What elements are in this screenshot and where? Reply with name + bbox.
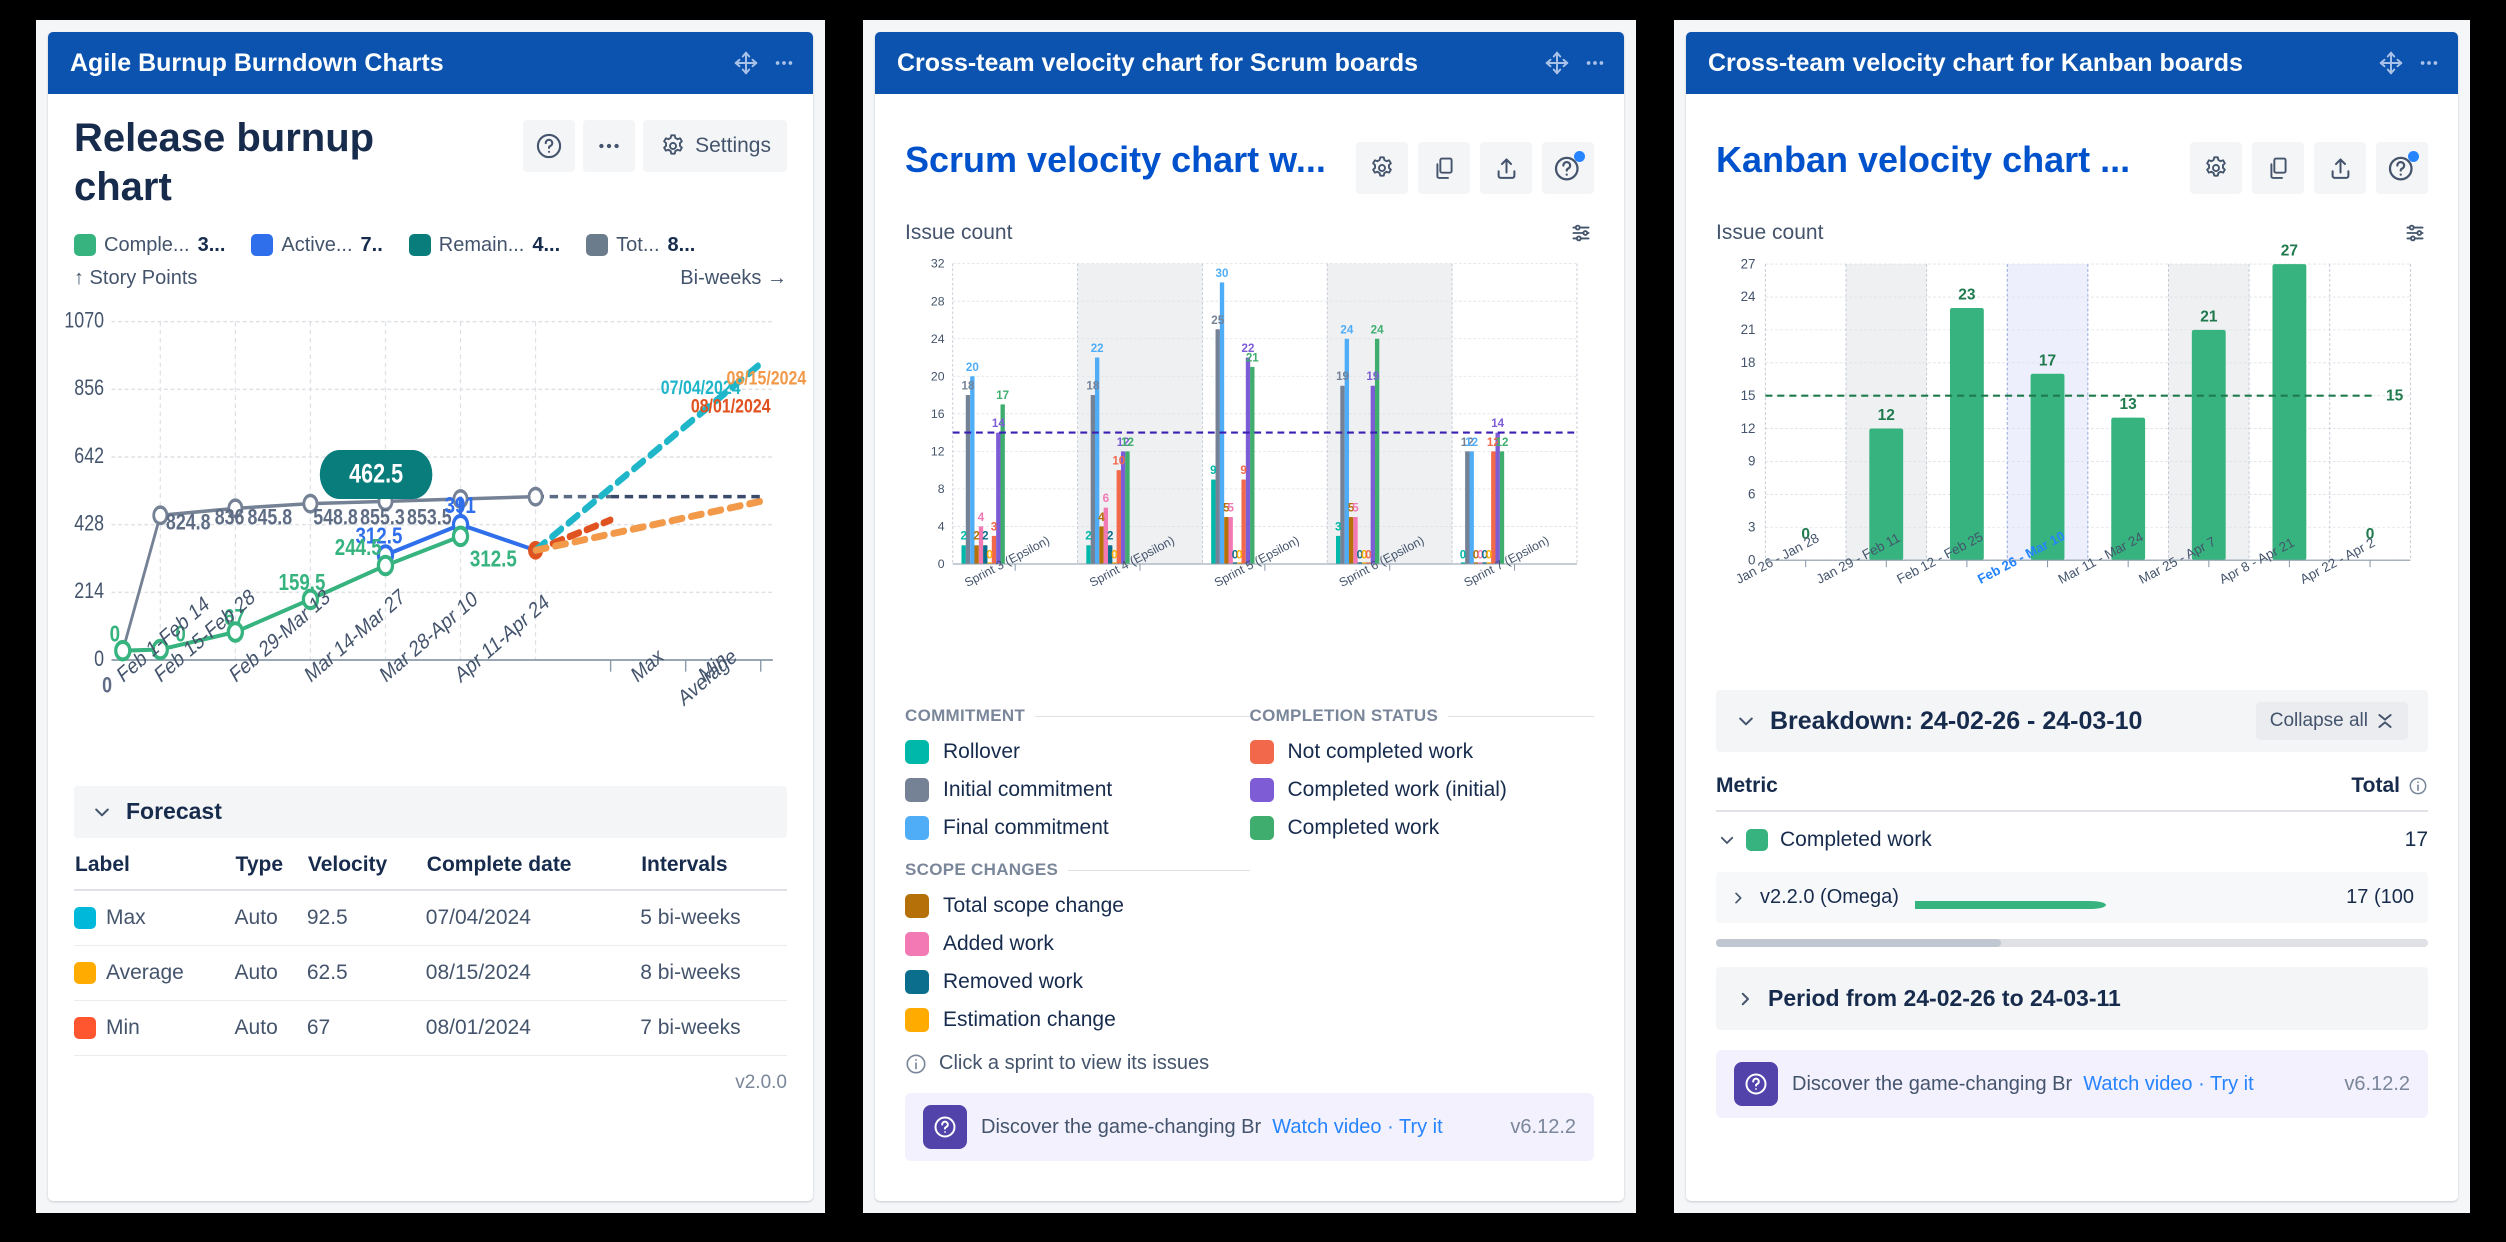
svg-text:6: 6 xyxy=(1748,487,1755,502)
svg-text:1070: 1070 xyxy=(64,308,104,332)
svg-text:21: 21 xyxy=(2200,308,2218,325)
svg-text:428: 428 xyxy=(74,511,104,535)
svg-text:12: 12 xyxy=(1496,436,1509,449)
svg-text:0: 0 xyxy=(110,621,120,646)
svg-text:2: 2 xyxy=(1107,530,1113,543)
svg-text:9: 9 xyxy=(1210,464,1217,477)
svg-text:12: 12 xyxy=(1741,421,1756,436)
svg-text:244.5: 244.5 xyxy=(335,535,382,560)
svg-text:20: 20 xyxy=(966,361,979,374)
svg-text:Average: Average xyxy=(675,644,740,711)
svg-text:2: 2 xyxy=(973,530,979,543)
svg-text:3: 3 xyxy=(1748,519,1755,534)
svg-text:18: 18 xyxy=(1086,380,1099,393)
svg-text:20: 20 xyxy=(931,369,945,383)
svg-text:19: 19 xyxy=(1336,370,1349,383)
svg-text:4: 4 xyxy=(1098,511,1105,524)
svg-text:15: 15 xyxy=(1741,388,1756,403)
svg-text:18: 18 xyxy=(1741,355,1756,370)
svg-text:5: 5 xyxy=(1227,502,1234,515)
svg-text:0: 0 xyxy=(1111,549,1117,562)
svg-text:312.5: 312.5 xyxy=(470,546,517,571)
svg-text:0: 0 xyxy=(1236,549,1242,562)
svg-text:8: 8 xyxy=(938,482,945,496)
svg-text:4: 4 xyxy=(938,520,945,534)
svg-text:0: 0 xyxy=(1460,549,1466,562)
svg-text:24: 24 xyxy=(931,332,945,346)
svg-text:24: 24 xyxy=(1741,289,1756,304)
svg-text:19: 19 xyxy=(1366,370,1379,383)
svg-text:14: 14 xyxy=(1491,417,1504,430)
svg-text:12: 12 xyxy=(1465,436,1478,449)
svg-text:856: 856 xyxy=(74,376,104,400)
svg-text:17: 17 xyxy=(996,389,1009,402)
svg-text:32: 32 xyxy=(931,257,945,271)
svg-text:0: 0 xyxy=(938,557,945,571)
svg-text:548.8: 548.8 xyxy=(313,506,358,530)
svg-text:21: 21 xyxy=(1246,351,1259,364)
svg-text:9: 9 xyxy=(1240,464,1247,477)
svg-text:27: 27 xyxy=(2281,243,2298,260)
svg-text:0: 0 xyxy=(1486,549,1492,562)
svg-text:18: 18 xyxy=(962,380,975,393)
svg-text:22: 22 xyxy=(1091,342,1104,355)
svg-text:0: 0 xyxy=(986,549,992,562)
svg-text:24: 24 xyxy=(1340,323,1353,336)
svg-text:16: 16 xyxy=(931,407,945,421)
svg-text:391: 391 xyxy=(445,493,476,518)
svg-text:3: 3 xyxy=(991,520,998,533)
svg-text:824.8: 824.8 xyxy=(166,510,211,534)
svg-text:642: 642 xyxy=(74,444,104,468)
svg-text:10: 10 xyxy=(1112,455,1125,468)
svg-text:Jan 26 - Jan 28: Jan 26 - Jan 28 xyxy=(1733,530,1821,587)
svg-text:462.5: 462.5 xyxy=(349,459,403,489)
svg-text:6: 6 xyxy=(1103,492,1110,505)
svg-text:23: 23 xyxy=(1958,286,1976,303)
svg-text:845.8: 845.8 xyxy=(248,506,293,530)
svg-text:17: 17 xyxy=(2039,352,2056,369)
svg-text:28: 28 xyxy=(931,294,945,308)
svg-text:14: 14 xyxy=(992,417,1005,430)
svg-text:0: 0 xyxy=(102,674,112,698)
svg-text:08/15/2024: 08/15/2024 xyxy=(726,367,806,389)
svg-text:13: 13 xyxy=(2120,396,2138,413)
svg-text:9: 9 xyxy=(1748,454,1755,469)
svg-text:24: 24 xyxy=(1371,323,1384,336)
svg-text:3: 3 xyxy=(1335,520,1342,533)
svg-text:2: 2 xyxy=(960,530,966,543)
svg-text:214: 214 xyxy=(74,579,104,603)
svg-text:08/01/2024: 08/01/2024 xyxy=(691,395,771,417)
svg-text:836: 836 xyxy=(215,506,245,530)
svg-text:21: 21 xyxy=(1741,322,1756,337)
svg-text:Apr 22 - Apr 2: Apr 22 - Apr 2 xyxy=(2297,535,2377,587)
svg-text:4: 4 xyxy=(978,511,985,524)
svg-text:30: 30 xyxy=(1216,267,1229,280)
svg-text:15: 15 xyxy=(2386,388,2404,405)
svg-text:27: 27 xyxy=(1741,256,1756,271)
svg-text:2: 2 xyxy=(982,530,988,543)
svg-text:2: 2 xyxy=(1085,530,1091,543)
svg-text:12: 12 xyxy=(931,444,945,458)
svg-text:25: 25 xyxy=(1211,314,1224,327)
svg-text:0: 0 xyxy=(94,647,104,671)
svg-text:Max: Max xyxy=(628,644,667,688)
svg-text:12: 12 xyxy=(1121,436,1134,449)
svg-text:Sprint 7 (Epsilon): Sprint 7 (Epsilon) xyxy=(1462,533,1552,590)
svg-text:5: 5 xyxy=(1352,502,1359,515)
svg-text:12: 12 xyxy=(1878,407,1895,424)
